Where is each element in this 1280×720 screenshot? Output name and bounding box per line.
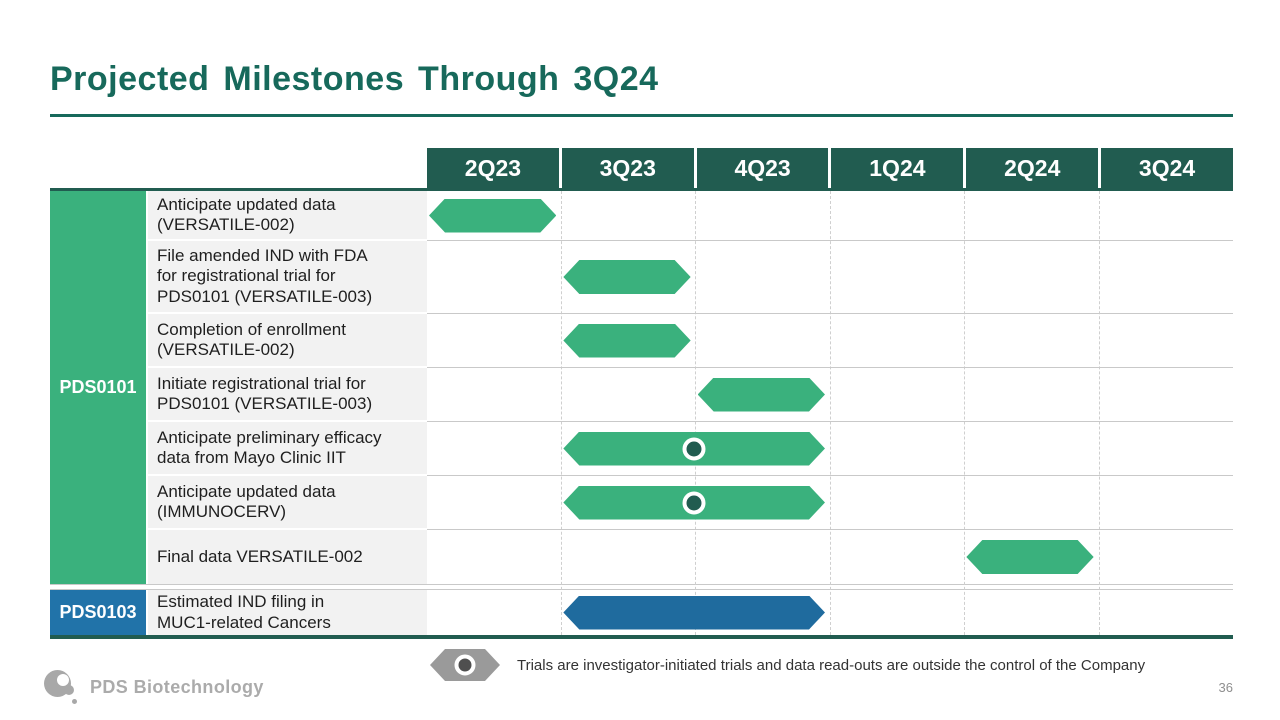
- milestone-bar: [563, 596, 825, 630]
- milestone-timeline-cell: [427, 191, 1233, 241]
- milestone-row: Final data VERSATILE-002: [148, 530, 1233, 584]
- group-block-pds0103: PDS0103 Estimated IND filing in MUC1-rela…: [50, 590, 1233, 635]
- milestone-timeline-cell: [427, 368, 1233, 422]
- milestone-label: Estimated IND filing in MUC1-related Can…: [148, 590, 427, 635]
- brand-name: PDS Biotechnology: [90, 676, 264, 697]
- milestone-bar: [966, 540, 1093, 574]
- milestone-row: Estimated IND filing in MUC1-related Can…: [148, 590, 1233, 635]
- investigator-initiated-marker-icon: [683, 491, 706, 514]
- milestone-timeline-cell: [427, 422, 1233, 476]
- milestone-label: Anticipate updated data (IMMUNOCERV): [148, 476, 427, 530]
- group-block-pds0101: PDS0101 Anticipate updated data (VERSATIL…: [50, 191, 1233, 584]
- milestone-bar: [563, 432, 825, 466]
- quarter-header-4q23: 4Q23: [693, 148, 829, 188]
- investigator-initiated-marker-icon: [683, 437, 706, 460]
- milestone-row: Completion of enrollment (VERSATILE-002): [148, 314, 1233, 368]
- target-dot-icon: [454, 654, 476, 676]
- page-title: Projected Milestones Through 3Q24: [50, 60, 659, 98]
- company-logo: PDS Biotechnology: [44, 668, 264, 706]
- legend-text: Trials are investigator-initiated trials…: [517, 656, 1146, 674]
- milestone-row: Anticipate preliminary efficacy data fro…: [148, 422, 1233, 476]
- milestone-row: Anticipate updated data (VERSATILE-002): [148, 191, 1233, 241]
- pds-logo-mark-icon: [44, 668, 80, 706]
- milestone-timeline-cell: [427, 476, 1233, 530]
- milestone-bar: [563, 260, 690, 294]
- quarter-header-2q23: 2Q23: [427, 148, 559, 188]
- milestone-row: Initiate registrational trial for PDS010…: [148, 368, 1233, 422]
- milestone-bar: [563, 486, 825, 520]
- milestone-timeline-cell: [427, 241, 1233, 314]
- group-cell-pds0101: PDS0101: [50, 191, 148, 584]
- milestone-row: Anticipate updated data (IMMUNOCERV): [148, 476, 1233, 530]
- group-cell-pds0103: PDS0103: [50, 590, 148, 635]
- legend: Trials are investigator-initiated trials…: [430, 649, 1145, 681]
- quarter-header-3q24: 3Q24: [1098, 148, 1233, 188]
- quarter-header-row: 2Q23 3Q23 4Q23 1Q24 2Q24 3Q24: [427, 148, 1233, 188]
- milestone-bar: [563, 324, 690, 358]
- section-separator: [50, 584, 1233, 590]
- milestone-row: File amended IND with FDA for registrati…: [148, 241, 1233, 314]
- quarter-header-1q24: 1Q24: [828, 148, 964, 188]
- milestone-label: File amended IND with FDA for registrati…: [148, 241, 427, 314]
- milestone-label: Final data VERSATILE-002: [148, 530, 427, 584]
- gantt-groups: PDS0101 Anticipate updated data (VERSATIL…: [50, 191, 1233, 635]
- milestone-label: Initiate registrational trial for PDS010…: [148, 368, 427, 422]
- milestone-label: Anticipate updated data (VERSATILE-002): [148, 191, 427, 241]
- milestone-label: Anticipate preliminary efficacy data fro…: [148, 422, 427, 476]
- milestone-timeline-cell: [427, 530, 1233, 584]
- milestone-bar: [698, 378, 825, 412]
- title-underline: [50, 114, 1233, 117]
- milestone-timeline-cell: [427, 590, 1233, 635]
- milestone-label: Completion of enrollment (VERSATILE-002): [148, 314, 427, 368]
- quarter-header-3q23: 3Q23: [558, 148, 694, 188]
- quarter-header-2q24: 2Q24: [963, 148, 1099, 188]
- investigator-initiated-legend-icon: [430, 649, 500, 681]
- gantt-table: PDS0101 Anticipate updated data (VERSATIL…: [50, 188, 1233, 639]
- page-number: 36: [1218, 680, 1233, 695]
- milestone-bar: [429, 199, 556, 233]
- milestone-timeline-cell: [427, 314, 1233, 368]
